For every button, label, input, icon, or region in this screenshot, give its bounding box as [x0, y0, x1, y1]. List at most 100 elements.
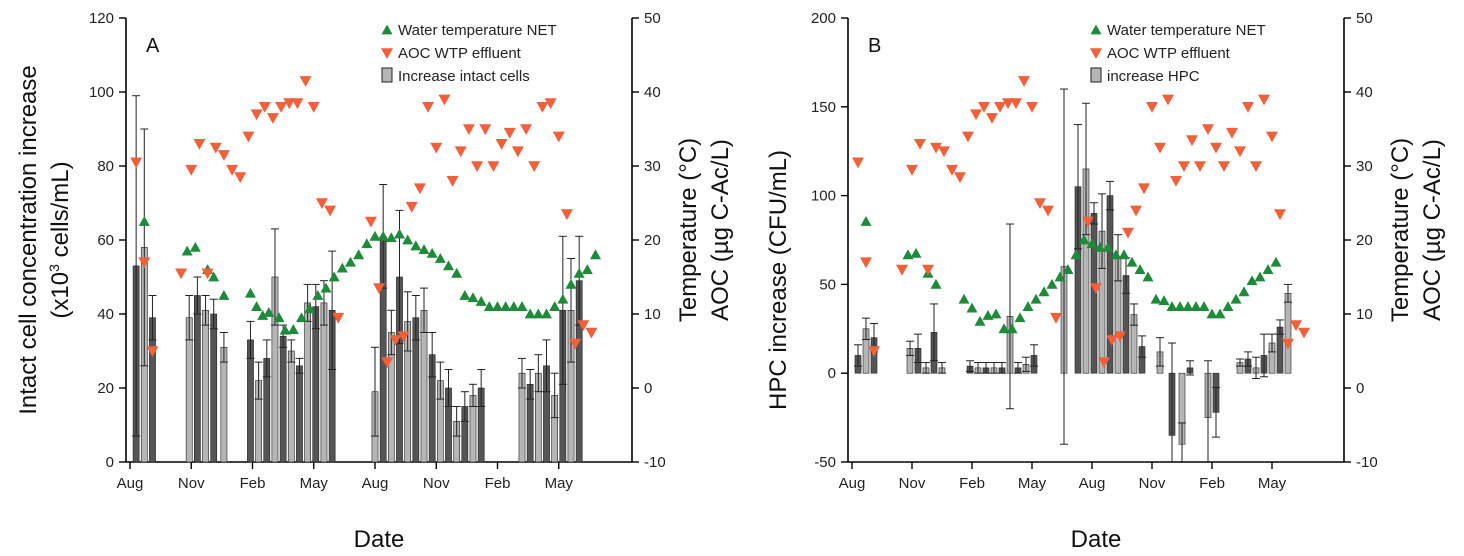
temperature-point: [1062, 264, 1074, 274]
temperature-point: [369, 230, 381, 241]
temperature-point: [1246, 275, 1258, 286]
temperature-point: [930, 278, 942, 289]
aoc-point: [511, 146, 524, 158]
aoc-point: [1146, 102, 1158, 113]
y-tick-label-left: -50: [814, 454, 836, 471]
aoc-point: [1258, 94, 1270, 106]
aoc-point: [454, 146, 467, 158]
aoc-point: [299, 76, 312, 87]
x-tick-label: May: [1258, 475, 1287, 492]
bar: [210, 313, 218, 463]
aoc-point: [250, 109, 263, 121]
temperature-point: [304, 303, 316, 314]
y-tick-label-right: 30: [1356, 158, 1373, 175]
aoc-point: [364, 216, 377, 228]
aoc-point: [462, 124, 475, 135]
temperature-point: [328, 271, 340, 282]
temperature-point: [345, 256, 356, 267]
aoc-point: [315, 198, 328, 209]
aoc-point: [438, 94, 451, 106]
aoc-point: [528, 161, 541, 172]
bar: [296, 365, 303, 463]
chart-panel-a: 0 20 40 60 80 100 120 -10 0 10 20 30 40 50 Aug Nov Feb Ma…: [15, 10, 734, 553]
aoc-point: [430, 142, 443, 154]
y-axis-title-right-unit: AOC (µg C-Ac/L): [707, 139, 734, 321]
aoc-point: [1162, 94, 1174, 106]
temperature-point: [1206, 308, 1218, 319]
temperature-point: [336, 262, 348, 273]
x-axis-title: Date: [354, 526, 405, 553]
aoc-point: [1194, 161, 1206, 172]
aoc-point: [1106, 335, 1118, 346]
temperature-point: [1006, 323, 1018, 334]
temperature-point: [394, 228, 405, 239]
aoc-point: [266, 113, 279, 124]
temperature-point: [1190, 301, 1202, 311]
y-tick-label-left: 100: [811, 188, 836, 205]
temperature-point: [263, 307, 275, 317]
aoc-point: [938, 146, 950, 158]
aoc-point: [487, 161, 500, 172]
temperature-point: [573, 267, 585, 278]
aoc-point: [994, 102, 1006, 113]
temperature-point: [426, 247, 438, 258]
y-axis-title-left: Intact cell concentration increase: [15, 65, 42, 415]
aoc-point: [495, 139, 508, 150]
aoc-point: [978, 102, 990, 113]
y-tick-label-right: 0: [644, 380, 652, 397]
y-tick-label-left: 150: [811, 99, 836, 116]
temperature-point: [590, 249, 601, 260]
temperature-point: [279, 324, 291, 335]
aoc-point: [397, 331, 410, 343]
legend-bar-marker: [1090, 67, 1102, 83]
panel-label: A: [146, 35, 160, 57]
temperature-point: [287, 324, 299, 334]
legend-aoc-marker: [381, 48, 393, 59]
unit-suffix: cells/mL): [47, 161, 74, 264]
temperature-point: [1022, 301, 1034, 311]
aoc-point: [130, 157, 143, 169]
bar: [202, 309, 209, 463]
x-tick-label: Aug: [362, 475, 389, 492]
temperature-point: [860, 216, 872, 226]
aoc-point: [536, 102, 549, 113]
aoc-point: [217, 150, 230, 161]
aoc-point: [552, 131, 565, 143]
aoc-point: [283, 98, 296, 110]
y-tick-label-right: 10: [1356, 306, 1373, 323]
temperature-point: [361, 238, 373, 249]
x-tick-label: Feb: [1199, 475, 1225, 492]
x-tick-label: Nov: [178, 475, 205, 492]
aoc-point: [1210, 142, 1222, 154]
temperature-point: [1118, 249, 1130, 260]
aoc-point: [1122, 227, 1134, 239]
y-tick-label-left: 200: [811, 10, 836, 27]
aoc-point: [922, 264, 934, 276]
temperature-point: [1262, 264, 1274, 274]
bar: [1284, 292, 1292, 374]
y-tick-label-left: 100: [89, 84, 114, 101]
x-tick-label: Nov: [899, 475, 926, 492]
aoc-point: [138, 257, 151, 269]
aoc-point: [201, 268, 214, 280]
bar: [220, 346, 228, 463]
aoc-point: [860, 257, 872, 269]
temperature-point: [273, 312, 285, 323]
temperature-point: [1150, 293, 1162, 304]
bar: [287, 350, 295, 463]
aoc-point: [1018, 76, 1030, 87]
aoc-point: [381, 357, 394, 369]
aoc-point: [577, 320, 590, 332]
temperature-point: [998, 323, 1010, 334]
temperature-point: [1254, 271, 1266, 282]
aoc-point: [1234, 146, 1246, 158]
temperature-point: [1046, 278, 1058, 289]
aoc-point: [307, 102, 320, 113]
aoc-point: [1226, 127, 1238, 139]
aoc-point: [332, 312, 345, 324]
aoc-point: [970, 109, 982, 121]
aoc-point: [175, 268, 188, 280]
x-tick-label: Aug: [117, 475, 144, 492]
aoc-point: [1266, 131, 1278, 143]
